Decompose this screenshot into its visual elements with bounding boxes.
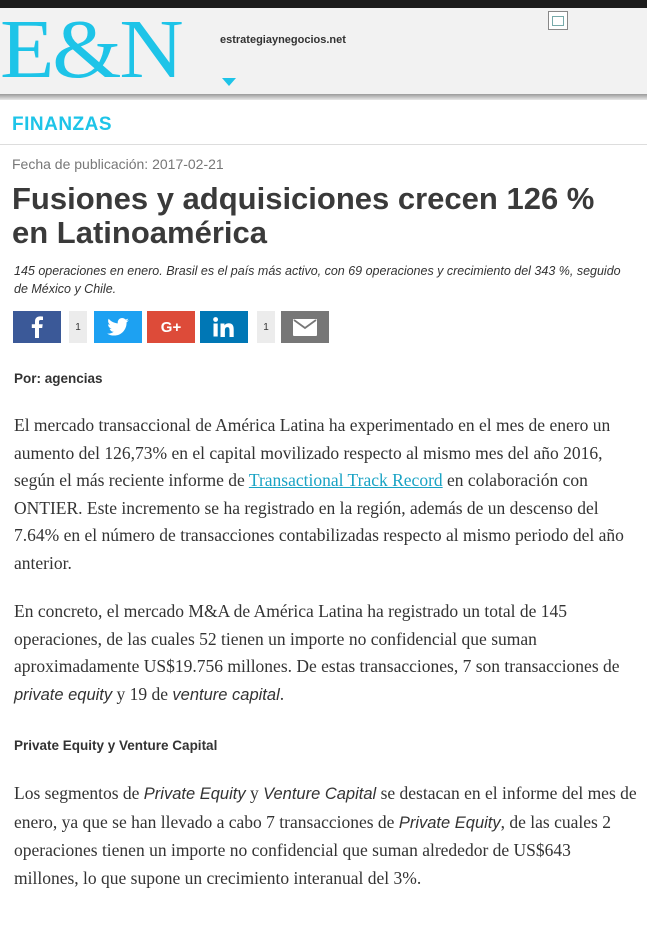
facebook-icon <box>31 316 43 338</box>
site-url[interactable]: estrategiaynegocios.net <box>220 34 346 46</box>
section-title[interactable]: FINANZAS <box>12 114 113 135</box>
paragraph-text: En concreto, el mercado M&A de América L… <box>14 601 620 676</box>
article-subheading: Private Equity y Venture Capital <box>14 738 218 753</box>
header-shadow <box>0 94 647 100</box>
site-logo[interactable]: E&N <box>0 3 184 96</box>
paragraph-text: . <box>279 683 285 704</box>
chevron-down-icon[interactable] <box>222 78 236 86</box>
emphasis-text: venture capital <box>172 685 280 704</box>
paragraph-text: y 19 de <box>112 683 173 704</box>
paragraph-text: y <box>245 783 264 803</box>
paragraph-text: Los segmentos de <box>14 783 144 803</box>
article-paragraph: El mercado transaccional de América Lati… <box>14 412 639 577</box>
twitter-icon <box>107 318 129 336</box>
emphasis-text: Private Equity <box>143 785 246 803</box>
emphasis-text: Venture Capital <box>263 785 377 803</box>
article-subtitle: 145 operaciones en enero. Brasil es el p… <box>14 264 621 296</box>
twitter-share-button[interactable] <box>94 311 142 343</box>
linkedin-share-button[interactable] <box>200 311 248 343</box>
google-plus-icon: G+ <box>160 318 182 336</box>
paragraph-text: El mercado transaccional de América Lati… <box>14 415 611 490</box>
google-plus-share-button[interactable]: G+ <box>147 311 195 343</box>
emphasis-text: private equity <box>14 685 113 704</box>
email-share-button[interactable] <box>281 311 329 343</box>
facebook-share-button[interactable] <box>13 311 61 343</box>
article-title: Fusiones y adquisiciones crecen 126 % en… <box>12 181 595 250</box>
divider <box>0 144 647 145</box>
email-icon <box>293 318 317 336</box>
emphasis-text: Private Equity <box>398 813 501 832</box>
paragraph-text: en colaboración con ONTIER. Este increme… <box>14 470 624 573</box>
paragraph-text: se destacan en el informe del mes de ene… <box>14 783 637 832</box>
facebook-share-count: 1 <box>69 311 87 343</box>
top-strip <box>0 0 647 8</box>
article-paragraph: En concreto, el mercado M&A de América L… <box>14 598 639 709</box>
linkedin-icon <box>213 317 234 337</box>
transactional-track-record-link[interactable]: Transactional Track Record <box>248 470 443 490</box>
publication-date: Fecha de publicación: 2017-02-21 <box>12 156 224 172</box>
paragraph-text: , de las cuales 2 operaciones tienen un … <box>14 811 611 888</box>
linkedin-share-count: 1 <box>257 311 275 343</box>
site-header <box>0 8 647 94</box>
article-paragraph: Los segmentos de Private Equity y Ventur… <box>14 780 639 892</box>
article-byline: Por: agencias <box>14 371 103 386</box>
broken-image-icon <box>548 11 568 30</box>
